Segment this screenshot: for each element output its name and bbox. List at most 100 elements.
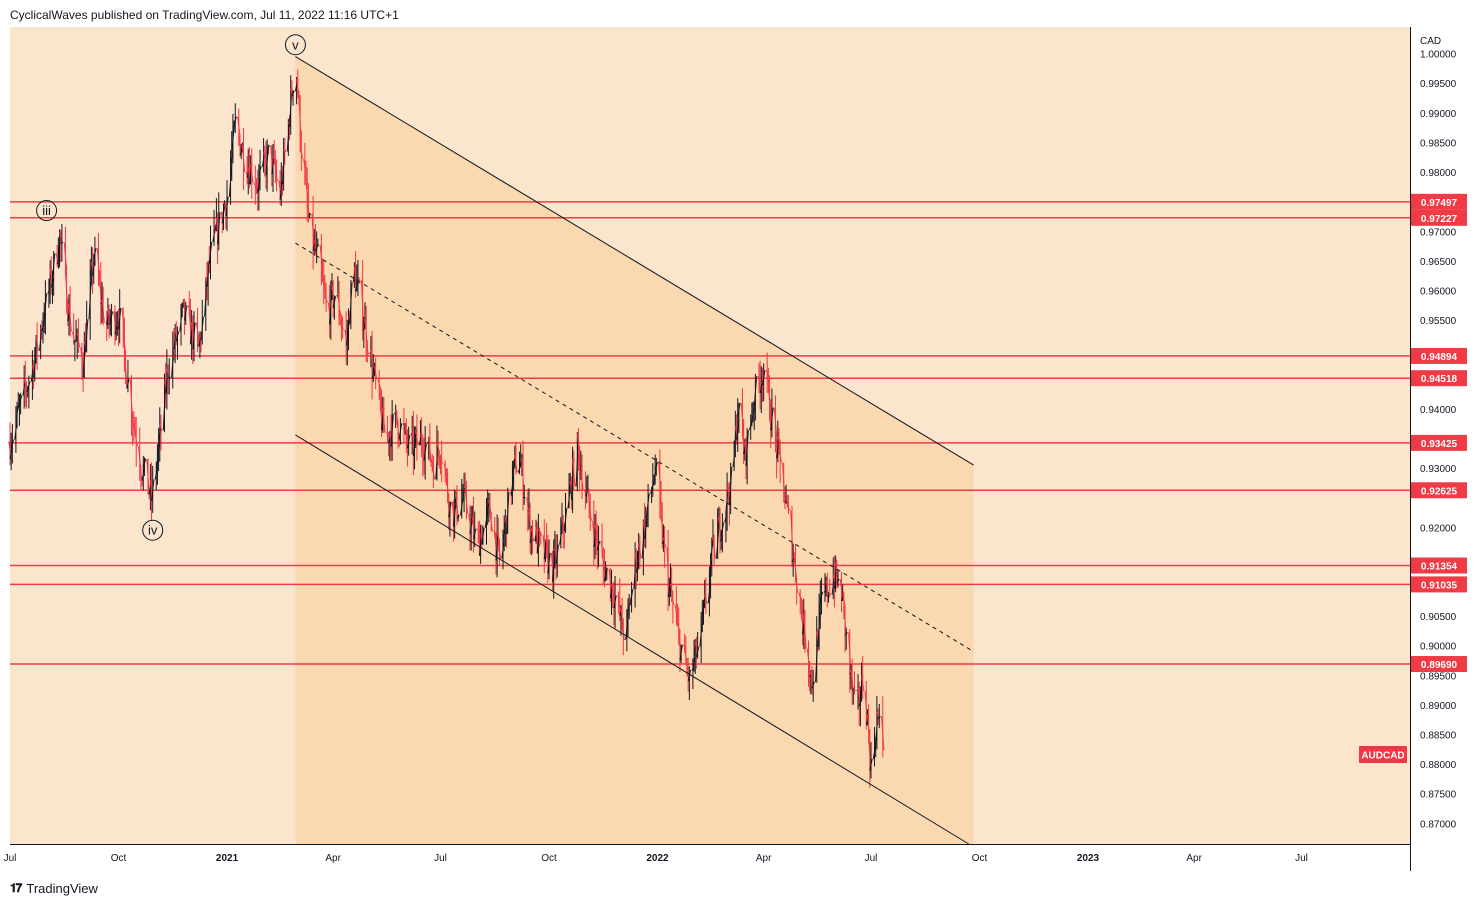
level-badge [1411, 370, 1467, 387]
price-tick-label: 0.89000 [1420, 701, 1457, 712]
currency-label: CAD [1420, 36, 1441, 47]
candle-body [844, 632, 848, 637]
candle-body [51, 253, 56, 279]
candle-body [497, 540, 502, 559]
candle-body [811, 681, 815, 689]
channel-lower-line[interactable] [295, 434, 969, 845]
candle-body [341, 327, 345, 331]
candle-body [221, 206, 226, 224]
candle-body [514, 454, 518, 473]
candle-body [291, 90, 295, 97]
candle-body [605, 568, 609, 572]
price-axis: 0.87000 0.87500 0.88000 0.88500 0.89000 0.895… [1420, 50, 1457, 831]
candle-body [778, 444, 782, 463]
wave-label-circle [36, 200, 58, 222]
candle-body [184, 305, 188, 321]
candle-body [728, 466, 733, 505]
price-tick-label: 0.87500 [1420, 790, 1457, 801]
candle-body [307, 213, 312, 217]
candle-body [489, 513, 493, 532]
channel-middle-line[interactable] [295, 242, 974, 653]
candle-body [842, 593, 846, 607]
candle-body [60, 241, 64, 244]
tradingview-logo-text: TradingView [26, 881, 98, 896]
candle-body [530, 528, 535, 542]
candle-body [299, 143, 304, 160]
candle-body [428, 437, 432, 460]
candle-body [720, 522, 725, 538]
candle-body [274, 174, 279, 181]
candle-body [745, 430, 749, 466]
channel-upper-line[interactable] [295, 56, 974, 466]
price-tick-label: 0.87000 [1420, 819, 1457, 830]
time-tick-label: Apr [1186, 853, 1202, 864]
time-tick-label: Oct [972, 853, 988, 864]
candle-body [208, 241, 213, 265]
candle-body [793, 557, 798, 580]
candle-body [225, 196, 229, 217]
candle-body [151, 479, 155, 502]
candle-body [704, 594, 708, 604]
price-tick-label: 0.89500 [1420, 671, 1457, 682]
time-tick-label: 2021 [216, 853, 239, 864]
price-tick-label: 0.99500 [1420, 79, 1457, 90]
candle-body [316, 244, 320, 247]
candle-body [233, 116, 237, 125]
time-tick-label: Oct [541, 853, 557, 864]
time-tick-label: Apr [756, 853, 772, 864]
candle-body [324, 294, 328, 303]
candle-body [715, 527, 720, 559]
candle-body [18, 395, 23, 404]
level-badge [1411, 557, 1467, 574]
level-badge [1411, 209, 1467, 226]
candle-body [852, 688, 856, 692]
price-tick-label: 0.97000 [1420, 227, 1457, 238]
candle-body [539, 533, 543, 536]
candle-body [662, 537, 667, 548]
price-tick-label: 0.98000 [1420, 168, 1457, 179]
candle-body [357, 278, 361, 281]
candle-body [654, 461, 659, 471]
price-tick-label: 0.94000 [1420, 405, 1457, 416]
wave-label-circle [284, 34, 306, 56]
time-tick-label: 2023 [1077, 853, 1100, 864]
candle-body [237, 116, 241, 136]
candle-body [585, 490, 589, 497]
candle-body [390, 413, 394, 447]
level-badge [1411, 434, 1467, 451]
candle-body [803, 614, 807, 649]
candle-body [134, 433, 138, 447]
candle-body [84, 319, 89, 352]
candle-body [68, 304, 72, 332]
candle-body [850, 669, 854, 691]
candle-body [506, 491, 510, 534]
wave-label-text: iii [42, 203, 51, 218]
candle-body [761, 370, 766, 386]
level-badge-label: 0.94894 [1421, 352, 1458, 363]
candle-body [283, 149, 287, 152]
price-tick-label: 0.96000 [1420, 286, 1457, 297]
candle-body [455, 492, 459, 519]
tradingview-logo-icon: 𝟏𝟕 [10, 881, 22, 895]
candle-body [349, 282, 353, 325]
candle-body [861, 675, 865, 692]
time-axis: Jul Oct 2021 Apr Jul Oct 2022 Apr Jul Oct 2023 Apr J… [4, 853, 1308, 864]
candle-body [488, 500, 492, 515]
candle-body [72, 331, 76, 343]
symbol-badge[interactable]: AUDCAD [1359, 746, 1407, 763]
candle-body [101, 299, 105, 323]
publisher-line: CyclicalWaves published on TradingView.c… [10, 8, 399, 22]
candle-body [572, 459, 576, 487]
candle-body [415, 430, 419, 446]
candle-body [373, 365, 378, 380]
candle-body [93, 248, 97, 259]
tradingview-logo[interactable]: 𝟏𝟕 TradingView [10, 881, 98, 896]
candle-body [580, 471, 584, 491]
candle-body [588, 508, 592, 521]
price-tick-label: 0.92000 [1420, 523, 1457, 534]
price-tick-label: 0.95500 [1420, 316, 1457, 327]
candle-body [122, 332, 127, 354]
price-tick-label: 0.90000 [1420, 642, 1457, 653]
candle-body [440, 460, 444, 464]
